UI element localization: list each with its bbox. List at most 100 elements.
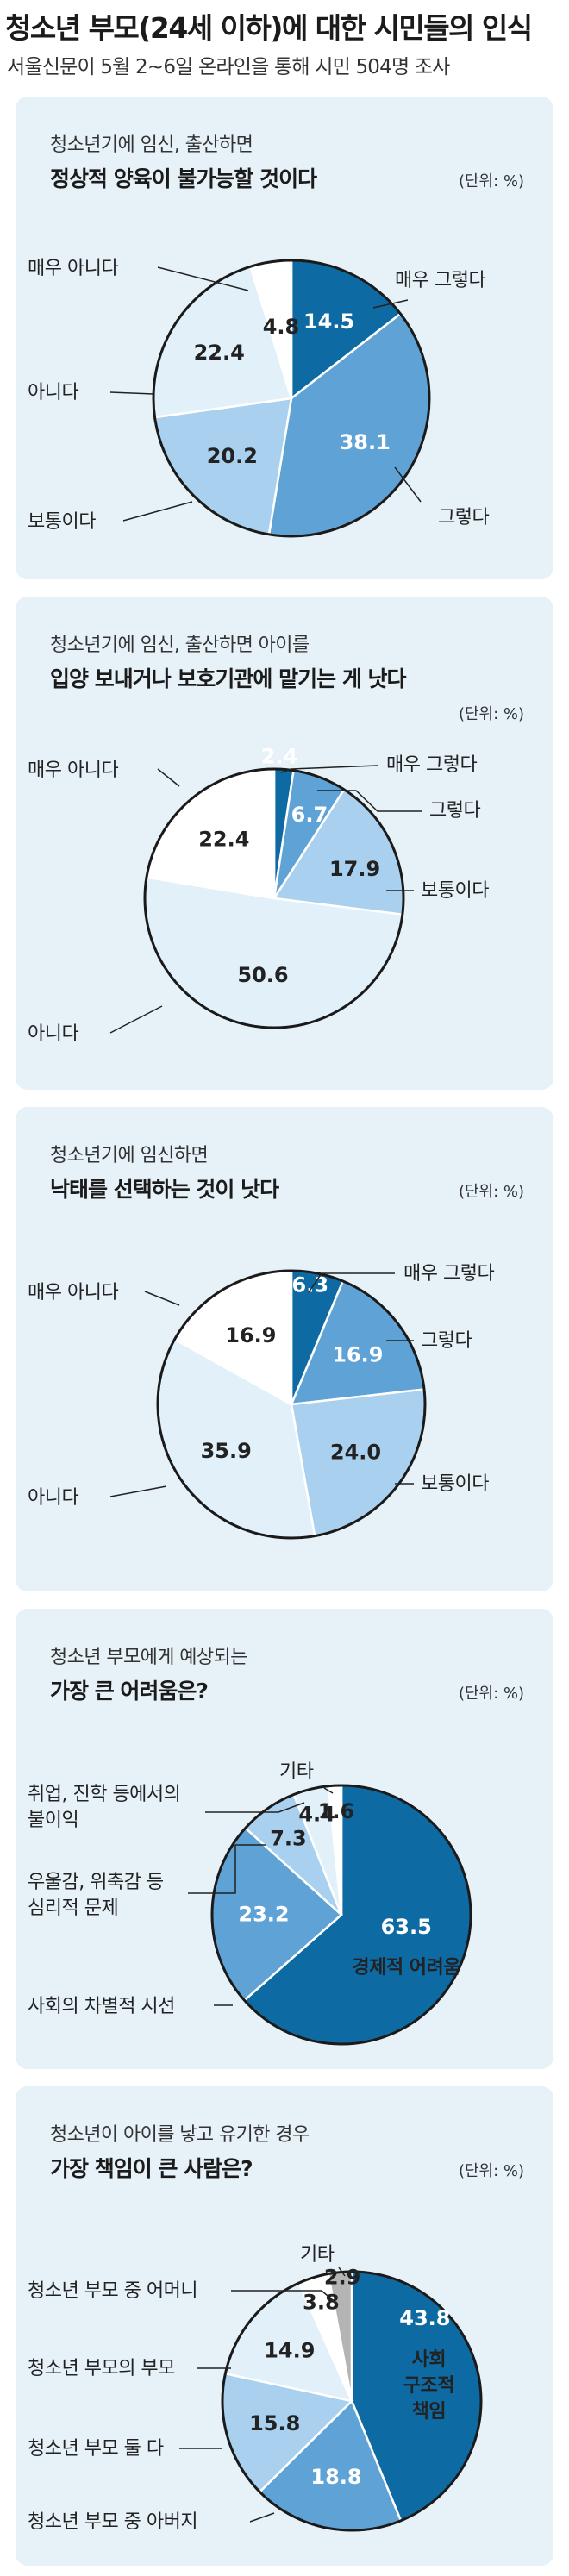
chart-title-line2: 낙태를 선택하는 것이 낫다 [50, 1177, 279, 1202]
category-label: 기타 [300, 2244, 335, 2266]
leader-line [231, 2290, 334, 2301]
chart-title-line1: 청소년이 아이를 낳고 유기한 경우 [50, 2124, 310, 2146]
chart-title-line2: 정상적 양육이 불가능할 것이다 [50, 166, 317, 191]
leader-line [144, 1291, 180, 1306]
unit-label: (단위: %) [458, 1685, 524, 1703]
category-label: 우울감, 위축감 등 [28, 1872, 164, 1893]
category-label: 청소년 부모 중 어머니 [28, 2280, 197, 2302]
data-label: 20.2 [207, 444, 258, 468]
category-label: 경제적 어려움 [352, 1957, 460, 1979]
data-label: 1.6 [318, 1799, 355, 1823]
data-label: 4.4 [298, 1802, 335, 1826]
chart-title-line1: 청소년기에 임신, 출산하면 아이를 [50, 635, 310, 656]
category-label: 아니다 [28, 382, 78, 403]
data-label: 38.1 [340, 430, 391, 454]
chart-title-line1: 청소년기에 임신하면 [50, 1145, 209, 1166]
leader-line [317, 790, 422, 812]
chart-panel-5: 청소년이 아이를 낳고 유기한 경우 가장 책임이 큰 사람은? (단위: %)… [16, 2086, 553, 2566]
category-label: 심리적 문제 [28, 1898, 118, 1919]
data-label: 17.9 [329, 857, 380, 881]
data-label: 24.0 [330, 1441, 381, 1465]
category-label: 매우 아니다 [28, 258, 118, 279]
pie-slices [152, 259, 431, 538]
data-label: 35.9 [201, 1439, 252, 1463]
category-label: 보통이다 [421, 880, 489, 902]
leader-line [394, 466, 422, 503]
pie-outline [210, 1784, 472, 2046]
leader-line [109, 1005, 163, 1034]
data-label: 2.9 [324, 2266, 361, 2290]
pie-chart-4: 63.5 23.2 7.34.41.6 사회의 차별적 시선 우울감, 위축감 등심리적… [28, 1761, 472, 2046]
category-label: 매우 그렇다 [403, 1263, 494, 1285]
unit-label: (단위: %) [458, 2162, 524, 2180]
chart-title-line2: 가장 책임이 큰 사람은? [50, 2156, 253, 2181]
category-label: 기타 [279, 1761, 314, 1783]
category-label: 보통이다 [421, 1473, 489, 1495]
category-label: 사회 [412, 2349, 446, 2371]
data-label: 14.9 [264, 2338, 315, 2362]
chart-panel-2: 청소년기에 임신, 출산하면 아이를 입양 보내거나 보호기관에 맡기는 게 낫… [16, 597, 553, 1090]
pie-slices [221, 2270, 483, 2532]
leader-line [122, 501, 193, 522]
data-label: 63.5 [381, 1915, 432, 1939]
category-label: 사회의 차별적 시선 [28, 1996, 175, 2017]
leader-line [249, 2512, 275, 2523]
pie-slices [156, 1269, 427, 1540]
data-label: 15.8 [249, 2411, 300, 2435]
category-label: 그렇다 [421, 1330, 472, 1352]
data-label: 14.5 [303, 309, 354, 334]
category-label: 그렇다 [429, 800, 480, 822]
leader-line [109, 391, 154, 395]
leader-line [157, 266, 249, 291]
data-label: 16.9 [332, 1342, 383, 1366]
category-label: 매우 그렇다 [395, 270, 485, 291]
data-label: 18.8 [310, 2465, 361, 2489]
leader-line [157, 768, 180, 787]
category-label: 청소년 부모 둘 다 [28, 2438, 164, 2460]
header: 청소년 부모(24세 이하)에 대한 시민들의 인식 서울신문이 5월 2~6일… [0, 0, 569, 86]
pie-outline [156, 1269, 427, 1540]
chart-title-line1: 청소년기에 임신, 출산하면 [50, 134, 253, 156]
data-label: 6.7 [291, 803, 328, 827]
category-label: 청소년 부모의 부모 [28, 2358, 175, 2379]
leader-line [308, 1272, 395, 1293]
data-label: 6.3 [292, 1273, 329, 1297]
category-label: 구조적 [403, 2375, 454, 2397]
chart-title-line1: 청소년 부모에게 예상되는 [50, 1647, 247, 1668]
category-label: 매우 아니다 [28, 1282, 118, 1304]
category-label: 아니다 [28, 1023, 78, 1045]
data-label: 16.9 [225, 1323, 276, 1347]
chart-title-line2: 가장 큰 어려움은? [50, 1679, 209, 1704]
pie-outline [152, 259, 431, 538]
leader-line [205, 1802, 305, 1813]
category-label: 보통이다 [28, 511, 96, 533]
category-label: 불이익 [28, 1810, 78, 1831]
data-label: 4.8 [263, 315, 300, 339]
data-label: 2.4 [261, 744, 298, 768]
infographic-title: 청소년 부모(24세 이하)에 대한 시민들의 인식 [5, 11, 533, 45]
data-label: 23.2 [238, 1902, 289, 1926]
leader-line [338, 2267, 346, 2277]
pie-slices [143, 767, 405, 1029]
leader-line [323, 1787, 334, 1794]
chart-panel-1: 청소년기에 임신, 출산하면 정상적 양육이 불가능할 것이다 (단위: %) … [16, 97, 553, 579]
category-label: 그렇다 [438, 507, 489, 528]
data-label: 50.6 [237, 963, 288, 987]
pie-outline [143, 767, 405, 1029]
leader-line [188, 1844, 266, 1894]
pie-slices [210, 1784, 472, 2046]
category-label: 매우 그렇다 [386, 754, 477, 776]
data-label: 43.8 [399, 2306, 450, 2330]
infographic-subtitle: 서울신문이 5월 2~6일 온라인을 통해 시민 504명 조사 [7, 56, 450, 78]
chart-panel-3: 청소년기에 임신하면 낙태를 선택하는 것이 낫다 (단위: %) 6.3 16.… [16, 1107, 553, 1591]
data-label: 7.3 [270, 1826, 307, 1850]
unit-label: (단위: %) [458, 1183, 524, 1201]
chart-title-line2: 입양 보내거나 보호기관에 맡기는 게 낫다 [50, 666, 407, 691]
category-label: 매우 아니다 [28, 760, 118, 781]
category-label: 책임 [412, 2401, 446, 2423]
data-label: 22.4 [198, 827, 249, 851]
